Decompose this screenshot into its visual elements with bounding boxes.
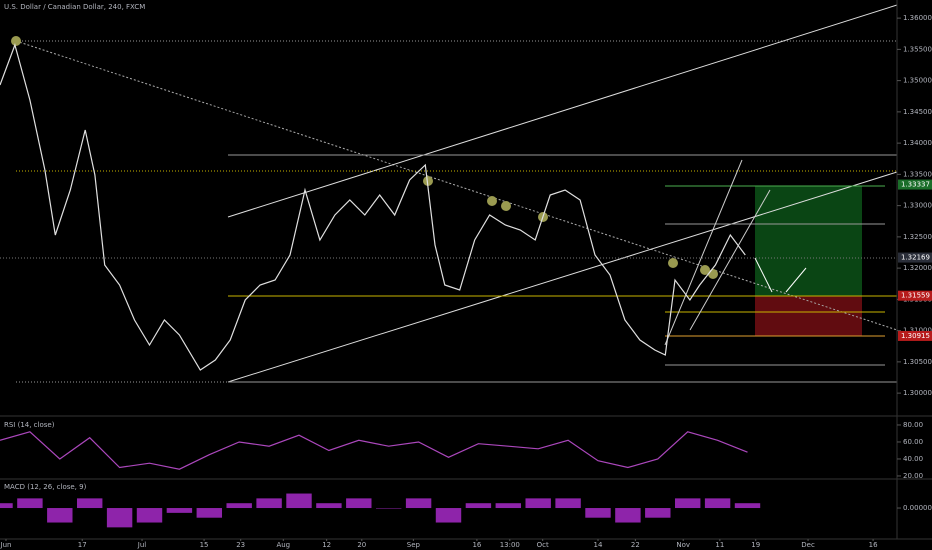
channel-line bbox=[227, 171, 898, 383]
histogram-bar bbox=[316, 503, 342, 509]
y-tick-label: 1.35000 bbox=[903, 77, 932, 85]
price-line bbox=[0, 431, 748, 470]
x-tick-label: Jul bbox=[137, 541, 147, 549]
x-tick-label: 23 bbox=[236, 541, 245, 549]
histogram-bar bbox=[674, 498, 701, 509]
histogram-bar bbox=[435, 508, 462, 523]
x-tick-label: Nov bbox=[676, 541, 690, 549]
pane-title: MACD (12, 26, close, 9) bbox=[4, 483, 87, 491]
histogram-bar bbox=[734, 503, 761, 509]
price-label-bg bbox=[898, 252, 932, 263]
arrow bbox=[785, 267, 807, 293]
y-tick-label: 1.32000 bbox=[903, 264, 932, 272]
price-label: 1.31559 bbox=[901, 292, 930, 300]
histogram-bar bbox=[0, 503, 13, 509]
price-label-bg bbox=[898, 330, 932, 341]
histogram-bar bbox=[47, 508, 73, 523]
histogram-bar bbox=[585, 508, 611, 518]
trend-line bbox=[15, 40, 898, 331]
pivot-dot bbox=[700, 265, 710, 275]
y-tick-label: 1.33500 bbox=[903, 170, 932, 178]
y-tick-label: 1.34500 bbox=[903, 108, 932, 116]
histogram-bar bbox=[226, 503, 252, 509]
histogram-bar bbox=[106, 508, 133, 528]
price-label-bg bbox=[898, 290, 932, 301]
x-tick-label: 14 bbox=[594, 541, 603, 549]
x-tick-label: 20 bbox=[357, 541, 366, 549]
y-tick-label: 1.32500 bbox=[903, 233, 932, 241]
price-label: 1.33337 bbox=[901, 181, 930, 189]
y-tick-label: 1.34000 bbox=[903, 139, 932, 147]
y-tick-label: 20.00 bbox=[903, 472, 923, 480]
histogram-bar bbox=[136, 508, 163, 523]
price-label: 1.30915 bbox=[901, 332, 930, 340]
price-label: 1.32169 bbox=[901, 254, 930, 262]
pane-title: RSI (14, close) bbox=[4, 421, 55, 429]
pivot-dot bbox=[501, 201, 511, 211]
pane-title: U.S. Dollar / Canadian Dollar, 240, FXCM bbox=[4, 3, 145, 11]
histogram-bar bbox=[166, 508, 193, 513]
arrow bbox=[754, 257, 773, 293]
histogram-bar bbox=[405, 498, 432, 509]
channel-line bbox=[664, 159, 743, 346]
histogram-bar bbox=[465, 503, 492, 509]
y-tick-label: 1.36000 bbox=[903, 14, 932, 22]
x-tick-label: 19 bbox=[751, 541, 760, 549]
pivot-dots bbox=[11, 36, 718, 279]
x-tick-label: 17 bbox=[78, 541, 87, 549]
pivot-dot bbox=[487, 196, 497, 206]
y-tick-label: 1.35500 bbox=[903, 45, 932, 53]
x-tick-label: 16 bbox=[869, 541, 878, 549]
price-label-bg bbox=[898, 179, 932, 190]
y-tick-label: 1.30500 bbox=[903, 358, 932, 366]
x-tick-label: 12 bbox=[322, 541, 331, 549]
histogram-bar bbox=[615, 508, 641, 523]
histogram-bar bbox=[17, 498, 43, 509]
pivot-dot bbox=[11, 36, 21, 46]
price-line bbox=[0, 43, 746, 371]
histogram-bar bbox=[555, 498, 581, 509]
y-tick-label: 1.31000 bbox=[903, 327, 932, 335]
pivot-dot bbox=[423, 176, 433, 186]
profit-zone bbox=[755, 186, 862, 296]
channel-line bbox=[227, 4, 898, 218]
pivot-dot bbox=[708, 269, 718, 279]
y-tick-label: 60.00 bbox=[903, 438, 923, 446]
histogram-bar bbox=[704, 498, 731, 509]
histogram-bar bbox=[196, 508, 223, 518]
y-tick-label: 40.00 bbox=[903, 455, 923, 463]
x-tick-label: Oct bbox=[537, 541, 549, 549]
y-tick-label: 1.33000 bbox=[903, 202, 932, 210]
x-tick-label: Sep bbox=[407, 541, 421, 549]
x-tick-label: Aug bbox=[276, 541, 290, 549]
x-tick-label: 13:00 bbox=[500, 541, 520, 549]
histogram-bar bbox=[645, 508, 671, 518]
x-tick-label: 15 bbox=[200, 541, 209, 549]
histogram-bar bbox=[375, 508, 402, 509]
histogram-bar bbox=[525, 498, 551, 509]
pivot-dot bbox=[668, 258, 678, 268]
x-tick-label: 11 bbox=[715, 541, 724, 549]
loss-zone bbox=[755, 296, 862, 336]
histogram-bar bbox=[76, 498, 103, 509]
x-tick-label: 22 bbox=[631, 541, 640, 549]
y-tick-label: 0.00000 bbox=[903, 504, 932, 512]
x-tick-label: Dec bbox=[801, 541, 815, 549]
histogram-bar bbox=[286, 493, 312, 509]
histogram-bar bbox=[256, 498, 282, 509]
histogram-bar bbox=[495, 503, 522, 509]
y-tick-label: 80.00 bbox=[903, 421, 923, 429]
y-tick-label: 1.30000 bbox=[903, 389, 932, 397]
x-tick-label: Jun bbox=[0, 541, 11, 549]
channel-line bbox=[689, 189, 771, 331]
x-tick-label: 16 bbox=[472, 541, 481, 549]
histogram-bar bbox=[346, 498, 372, 509]
